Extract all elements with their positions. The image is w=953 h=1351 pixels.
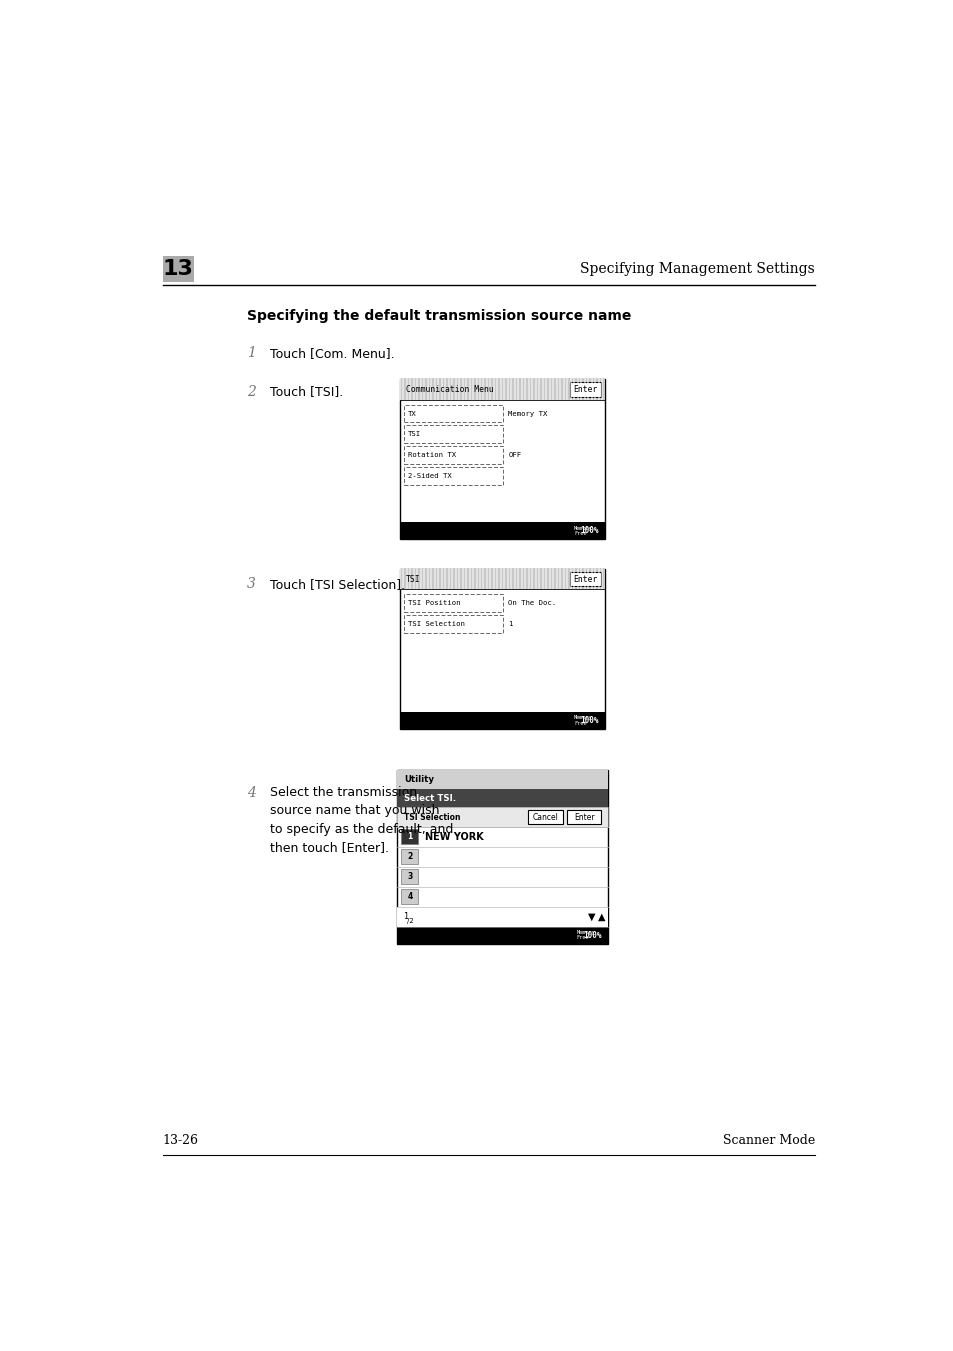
Text: Memory
Free: Memory Free bbox=[576, 929, 595, 940]
Text: 1: 1 bbox=[407, 832, 412, 842]
Text: TSI: TSI bbox=[406, 574, 420, 584]
Bar bbox=[399, 523, 604, 539]
Text: TSI Selection: TSI Selection bbox=[407, 620, 464, 627]
Text: 1: 1 bbox=[508, 620, 512, 627]
Text: TSI Selection: TSI Selection bbox=[404, 812, 460, 821]
Text: Touch [Com. Menu].: Touch [Com. Menu]. bbox=[270, 347, 395, 359]
Text: 2: 2 bbox=[247, 385, 255, 399]
Bar bbox=[396, 770, 607, 943]
Bar bbox=[399, 380, 604, 400]
Text: TX: TX bbox=[407, 411, 416, 416]
Bar bbox=[399, 712, 604, 728]
Text: ▼: ▼ bbox=[588, 912, 595, 921]
Text: Select TSI.: Select TSI. bbox=[404, 793, 456, 802]
Text: Specifying the default transmission source name: Specifying the default transmission sour… bbox=[247, 309, 631, 323]
Text: Memory
Free: Memory Free bbox=[574, 526, 593, 536]
Text: Enter: Enter bbox=[573, 385, 598, 394]
Bar bbox=[570, 571, 600, 586]
Text: 13-26: 13-26 bbox=[162, 1135, 198, 1147]
Bar bbox=[162, 257, 193, 282]
Bar bbox=[396, 770, 607, 789]
Bar bbox=[403, 446, 502, 463]
Text: Rotation TX: Rotation TX bbox=[407, 453, 456, 458]
Text: Scanner Mode: Scanner Mode bbox=[722, 1135, 815, 1147]
Bar bbox=[396, 808, 607, 827]
Text: 3: 3 bbox=[247, 577, 255, 592]
Text: Cancel: Cancel bbox=[532, 812, 558, 821]
Text: Enter: Enter bbox=[574, 812, 594, 821]
Text: 100%: 100% bbox=[579, 527, 598, 535]
Bar bbox=[401, 830, 418, 844]
Text: 100%: 100% bbox=[579, 716, 598, 725]
Text: TSI Position: TSI Position bbox=[407, 600, 459, 607]
Text: Touch [TSI].: Touch [TSI]. bbox=[270, 385, 343, 399]
Bar bbox=[403, 405, 502, 423]
Text: 1: 1 bbox=[402, 912, 408, 921]
Text: Memory TX: Memory TX bbox=[508, 411, 547, 416]
Text: OFF: OFF bbox=[508, 453, 521, 458]
Bar bbox=[401, 889, 418, 904]
Text: Memory
Free: Memory Free bbox=[574, 715, 593, 725]
Text: 2-Sided TX: 2-Sided TX bbox=[407, 473, 451, 478]
Text: Specifying Management Settings: Specifying Management Settings bbox=[579, 262, 815, 276]
Text: 100%: 100% bbox=[582, 931, 600, 940]
Bar bbox=[403, 594, 502, 612]
Text: Enter: Enter bbox=[573, 574, 598, 584]
Bar bbox=[403, 467, 502, 485]
Text: Select the transmission
source name that you wish
to specify as the default, and: Select the transmission source name that… bbox=[270, 786, 454, 854]
Text: TSI: TSI bbox=[407, 431, 420, 438]
Text: 1: 1 bbox=[247, 346, 255, 361]
Bar bbox=[403, 426, 502, 443]
Bar bbox=[570, 382, 600, 397]
Bar bbox=[401, 848, 418, 865]
Text: 13: 13 bbox=[163, 259, 193, 280]
Bar bbox=[528, 809, 562, 824]
Bar bbox=[396, 927, 607, 943]
Text: ▲: ▲ bbox=[597, 912, 604, 921]
Text: 4: 4 bbox=[247, 786, 255, 800]
Text: /2: /2 bbox=[406, 917, 413, 924]
Bar bbox=[399, 380, 604, 539]
Bar bbox=[567, 809, 600, 824]
Bar bbox=[396, 808, 607, 827]
Bar bbox=[396, 907, 607, 927]
Bar bbox=[403, 615, 502, 632]
Bar bbox=[399, 569, 604, 589]
Text: 4: 4 bbox=[407, 892, 412, 901]
Text: 2: 2 bbox=[407, 852, 412, 861]
Text: On The Doc.: On The Doc. bbox=[508, 600, 556, 607]
Bar bbox=[396, 789, 607, 808]
Text: NEW YORK: NEW YORK bbox=[424, 832, 483, 842]
Text: Communication Menu: Communication Menu bbox=[406, 385, 494, 394]
Text: Touch [TSI Selection].: Touch [TSI Selection]. bbox=[270, 578, 405, 590]
Text: Utility: Utility bbox=[404, 775, 434, 784]
Bar bbox=[399, 569, 604, 728]
Bar bbox=[401, 869, 418, 885]
Text: 3: 3 bbox=[407, 873, 412, 881]
